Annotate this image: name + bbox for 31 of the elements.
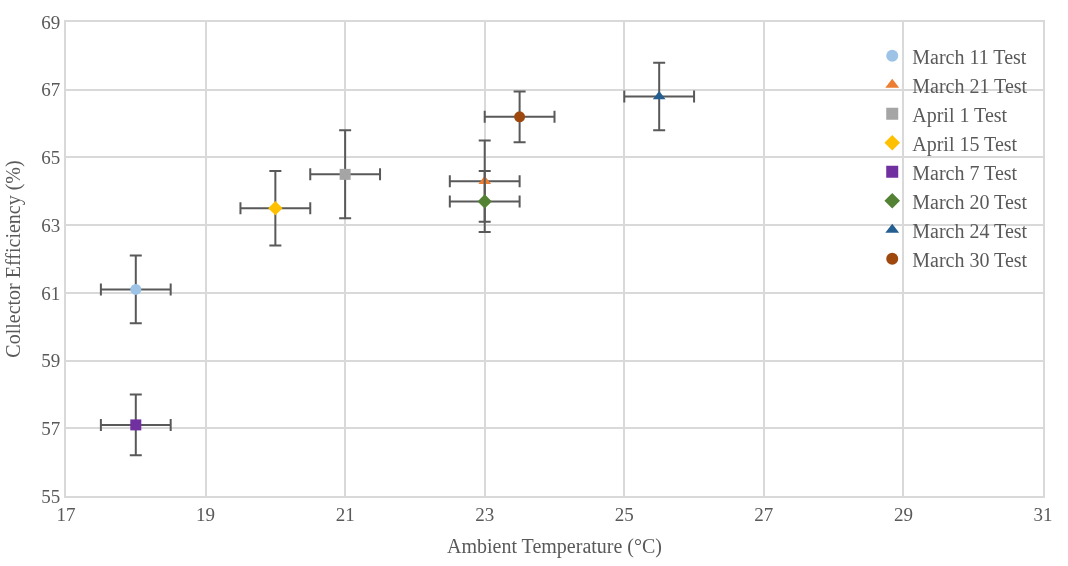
x-tick-label: 19 [196, 503, 216, 525]
point [268, 201, 283, 216]
legend-label: March 30 Test [912, 248, 1028, 271]
y-tick-label: 57 [41, 417, 61, 439]
point [130, 419, 142, 431]
x-tick-label: 27 [754, 503, 774, 525]
point [477, 194, 492, 209]
x-tick-label: 29 [893, 503, 913, 525]
y-tick-label: 69 [41, 11, 61, 33]
legend-label: March 20 Test [912, 190, 1028, 213]
legend-label: March 7 Test [912, 161, 1018, 184]
y-tick-label: 61 [41, 282, 61, 304]
point [130, 283, 142, 295]
x-tick-label: 23 [475, 503, 495, 525]
legend-label: March 24 Test [912, 219, 1028, 242]
x-tick-label: 31 [1033, 503, 1053, 525]
legend-label: March 11 Test [912, 45, 1027, 68]
legend-label: March 21 Test [912, 74, 1028, 97]
y-tick-label: 65 [41, 147, 61, 169]
y-tick-label: 67 [41, 79, 61, 101]
y-axis-title: Collector Efficiency (%) [2, 160, 26, 358]
legend-label: April 1 Test [912, 103, 1008, 127]
y-tick-label: 59 [41, 350, 61, 372]
x-tick-label: 21 [335, 503, 355, 525]
point [514, 111, 526, 123]
y-tick-label: 63 [41, 214, 61, 236]
point [339, 168, 351, 180]
legend-label: April 15 Test [912, 132, 1018, 156]
x-axis-title: Ambient Temperature (°C) [446, 534, 663, 558]
x-tick-label: 25 [614, 503, 634, 525]
point [652, 90, 666, 100]
